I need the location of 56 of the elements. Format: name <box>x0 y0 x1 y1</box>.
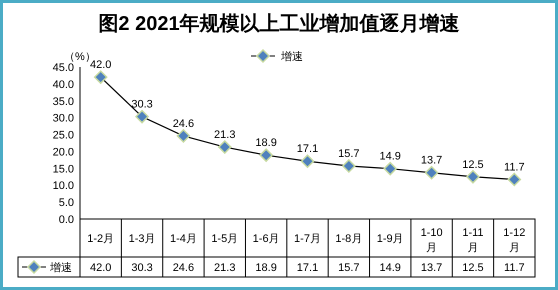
legend: 增速 <box>281 51 303 63</box>
table-value: 21.3 <box>214 262 236 274</box>
data-label: 21.3 <box>214 129 236 142</box>
data-label: 11.7 <box>504 161 525 174</box>
point <box>176 129 190 143</box>
ytick: 0.0 <box>58 214 74 226</box>
data-label: 15.7 <box>338 148 360 160</box>
xtick: 1-11月 <box>462 227 484 254</box>
data-label: 12.5 <box>462 158 484 171</box>
table-value: 24.6 <box>172 262 194 274</box>
xtick: 1-9月 <box>376 233 404 245</box>
table-value: 11.7 <box>504 262 525 274</box>
data-label: 30.3 <box>131 98 153 111</box>
table-value: 42.0 <box>90 262 112 274</box>
xtick: 1-8月 <box>335 233 362 245</box>
title: 图2 2021年规模以上工业增加值逐月增速 <box>98 13 460 35</box>
point <box>508 172 522 186</box>
xtick: 1-3月 <box>128 233 156 245</box>
ytick: 20.0 <box>52 146 74 158</box>
xtick: 1-7月 <box>294 233 321 245</box>
ytick: 25.0 <box>52 130 74 142</box>
point <box>218 140 232 154</box>
table-value: 13.7 <box>420 262 442 274</box>
point <box>259 148 273 162</box>
point <box>466 170 480 184</box>
ytick: 40.0 <box>52 78 74 91</box>
point <box>300 154 314 168</box>
point <box>94 70 108 84</box>
point <box>424 166 438 180</box>
table-value: 17.1 <box>296 262 318 274</box>
xtick: 1-10月 <box>420 227 443 254</box>
table-value: 18.9 <box>255 262 277 274</box>
xtick: 1-12月 <box>503 227 526 254</box>
point <box>135 110 149 124</box>
data-label: 24.6 <box>172 118 194 130</box>
ytick: 30.0 <box>52 112 74 125</box>
data-label: 17.1 <box>296 143 318 156</box>
ytick: 35.0 <box>52 96 74 108</box>
xtick: 1-5月 <box>211 233 238 245</box>
data-label: 14.9 <box>380 150 401 163</box>
xtick: 1-4月 <box>170 233 197 245</box>
data-label: 13.7 <box>420 154 442 167</box>
ytick: 15.0 <box>52 163 74 176</box>
ytick: 10.0 <box>52 180 74 192</box>
table-value: 12.5 <box>462 262 484 274</box>
ytick: 5.0 <box>58 197 74 210</box>
table-name: 增速 <box>50 262 72 274</box>
table-value: 30.3 <box>131 262 153 274</box>
xtick: 1-2月 <box>87 233 114 245</box>
ytick: 45.0 <box>52 62 74 74</box>
data-label: 18.9 <box>255 137 277 150</box>
xtick: 1-6月 <box>252 233 280 245</box>
point <box>342 159 356 173</box>
table-value: 15.7 <box>338 262 360 274</box>
table-value: 14.9 <box>380 262 401 274</box>
point <box>383 162 397 176</box>
